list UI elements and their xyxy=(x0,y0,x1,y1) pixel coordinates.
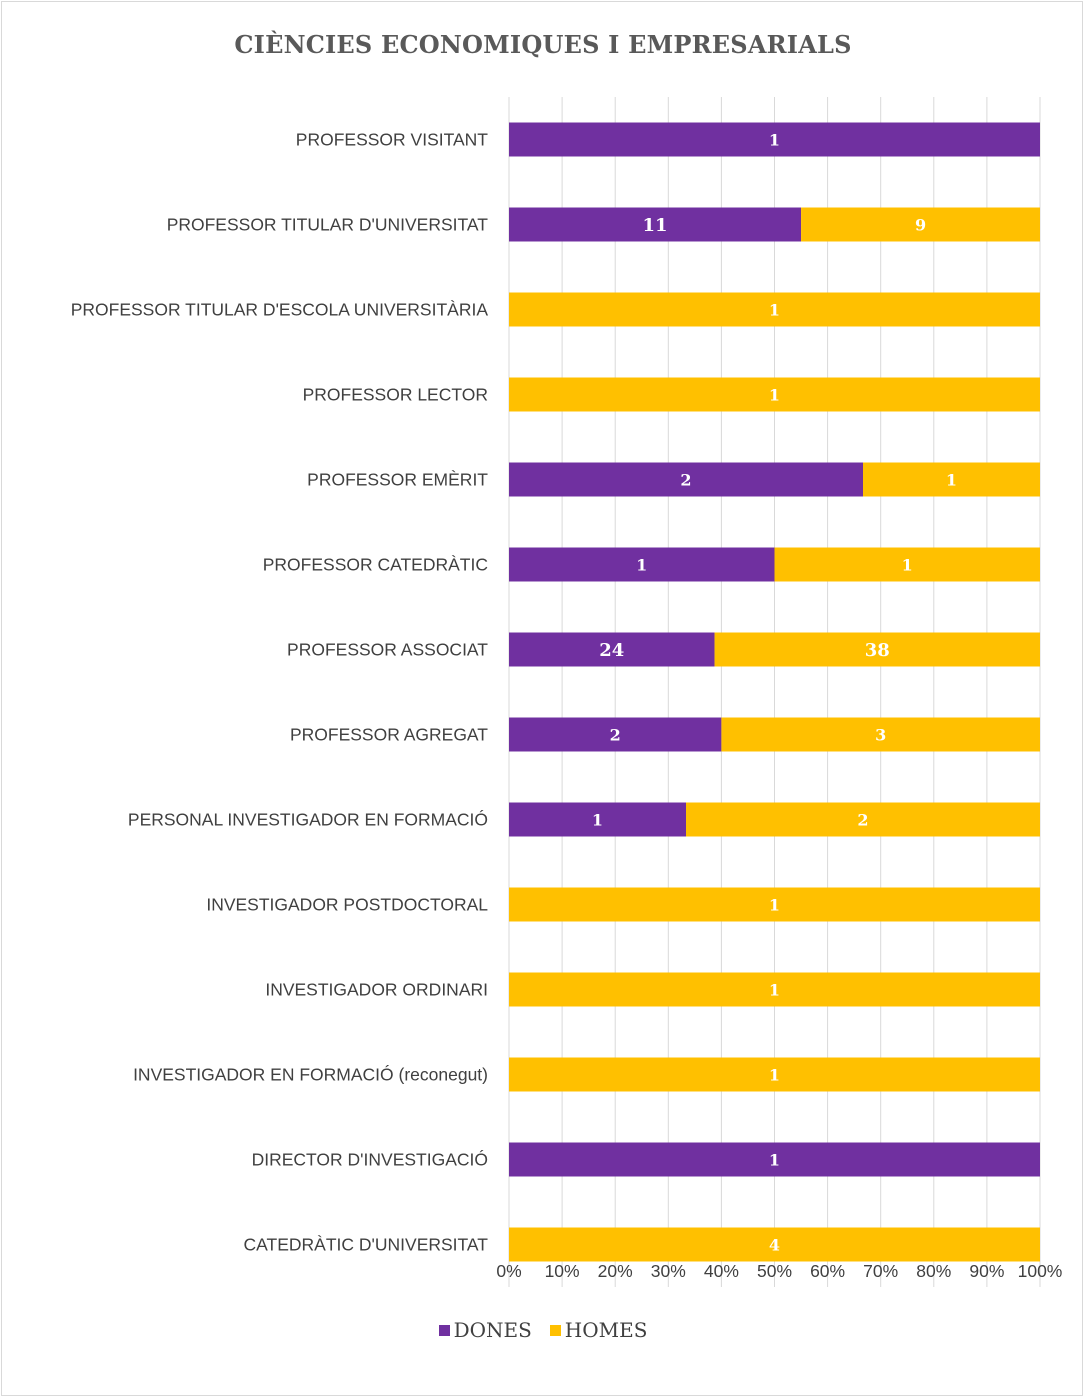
x-tick-label: 0% xyxy=(496,1261,521,1281)
x-tick-label: 30% xyxy=(651,1261,686,1281)
data-label: 2 xyxy=(610,725,621,744)
bar-dones xyxy=(509,462,863,497)
bar-dones xyxy=(509,547,775,582)
x-tick-label: 100% xyxy=(1018,1261,1063,1281)
bar-homes xyxy=(774,547,1040,582)
data-label: 1 xyxy=(946,470,957,489)
x-tick-label: 20% xyxy=(598,1261,633,1281)
legend-label-dones: DONES xyxy=(453,1318,532,1342)
category-label: PROFESSOR TITULAR D'ESCOLA UNIVERSITÀRIA xyxy=(71,300,489,320)
category-label: DIRECTOR D'INVESTIGACIÓ xyxy=(252,1149,488,1170)
category-label: PERSONAL INVESTIGADOR EN FORMACIÓ xyxy=(128,809,488,830)
bar-homes xyxy=(509,1227,1040,1262)
x-tick-label: 40% xyxy=(704,1261,739,1281)
data-label: 1 xyxy=(592,810,603,829)
data-label: 3 xyxy=(875,725,886,744)
data-label: 1 xyxy=(902,555,913,574)
bar-homes xyxy=(721,717,1040,752)
data-label: 11 xyxy=(642,215,667,236)
category-label: PROFESSOR TITULAR D'UNIVERSITAT xyxy=(167,215,489,235)
legend-item-dones: DONES xyxy=(438,1318,532,1342)
category-label: CATEDRÀTIC D'UNIVERSITAT xyxy=(244,1235,489,1255)
bar-dones xyxy=(509,717,722,752)
category-label: PROFESSOR VISITANT xyxy=(296,130,489,150)
data-label: 1 xyxy=(769,980,780,999)
legend: DONES HOMES xyxy=(2,1318,1084,1342)
bar-dones xyxy=(509,632,715,667)
bar-homes xyxy=(509,292,1040,327)
chart-title: CIÈNCIES ECONOMIQUES I EMPRESARIALS xyxy=(234,30,852,59)
bar-dones xyxy=(509,1142,1040,1177)
data-label: 24 xyxy=(599,640,624,661)
category-label: PROFESSOR ASSOCIAT xyxy=(287,640,488,660)
bar-homes xyxy=(509,1057,1040,1092)
data-label: 2 xyxy=(680,470,691,489)
bar-dones xyxy=(509,207,802,242)
data-label: 1 xyxy=(769,385,780,404)
data-label: 1 xyxy=(769,1065,780,1084)
data-label: 4 xyxy=(769,1235,780,1254)
data-label: 38 xyxy=(865,640,890,661)
category-label: PROFESSOR EMÈRIT xyxy=(307,470,488,490)
bar-dones xyxy=(509,122,1040,157)
x-tick-label: 70% xyxy=(863,1261,898,1281)
data-label: 1 xyxy=(769,300,780,319)
category-label: PROFESSOR LECTOR xyxy=(303,385,488,405)
bar-homes xyxy=(863,462,1040,497)
bar-homes xyxy=(509,972,1040,1007)
category-label: PROFESSOR CATEDRÀTIC xyxy=(263,555,488,575)
x-tick-label: 10% xyxy=(545,1261,580,1281)
data-label: 2 xyxy=(857,810,868,829)
category-label: INVESTIGADOR EN FORMACIÓ (reconegut) xyxy=(133,1064,488,1085)
legend-item-homes: HOMES xyxy=(549,1318,648,1342)
data-label: 9 xyxy=(915,215,926,234)
bar-homes xyxy=(714,632,1040,667)
legend-swatch-homes xyxy=(549,1324,561,1336)
data-label: 1 xyxy=(636,555,647,574)
data-label: 1 xyxy=(769,130,780,149)
category-label: INVESTIGADOR ORDINARI xyxy=(265,980,488,1000)
bar-dones xyxy=(509,802,686,837)
bar-homes xyxy=(801,207,1040,242)
x-tick-label: 90% xyxy=(969,1261,1004,1281)
data-label: 1 xyxy=(769,895,780,914)
legend-label-homes: HOMES xyxy=(564,1318,648,1342)
bar-homes xyxy=(686,802,1040,837)
bar-homes xyxy=(509,377,1040,412)
x-tick-label: 60% xyxy=(810,1261,845,1281)
category-label: INVESTIGADOR POSTDOCTORAL xyxy=(206,895,488,915)
x-tick-label: 80% xyxy=(916,1261,951,1281)
data-label: 1 xyxy=(769,1150,780,1169)
legend-swatch-dones xyxy=(438,1324,450,1336)
bar-homes xyxy=(509,887,1040,922)
category-label: PROFESSOR AGREGAT xyxy=(290,725,488,745)
x-tick-label: 50% xyxy=(757,1261,792,1281)
